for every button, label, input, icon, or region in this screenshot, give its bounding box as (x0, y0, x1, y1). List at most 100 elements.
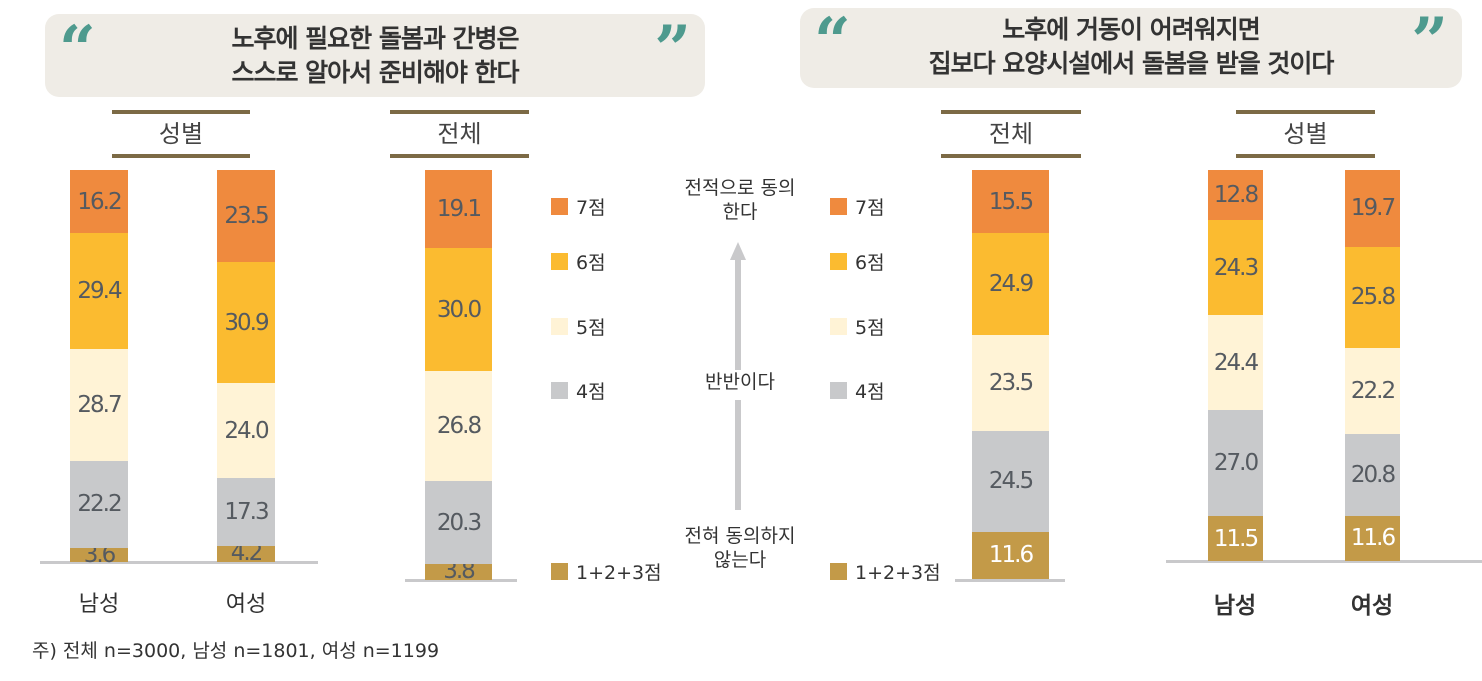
left-total-baseline (405, 579, 517, 582)
scale-top-label: 전적으로 동의한다 (684, 177, 796, 223)
bar-segment: 19.1 (425, 170, 492, 249)
legend-swatch (551, 563, 568, 580)
bar-segment: 15.5 (972, 170, 1049, 234)
category-label-female: 여성 (1350, 593, 1394, 619)
stacked-bar-1: 4.2 17.3 24.0 30.9 23.5 (217, 170, 275, 566)
close-quote-icon: ” (1411, 4, 1448, 79)
bar-segment: 22.2 (70, 460, 128, 548)
bar-segment: 11.6 (1345, 515, 1400, 561)
bar-segment: 23.5 (972, 335, 1049, 432)
legend-label: 6점 (855, 252, 885, 274)
bar-segment: 20.8 (1345, 434, 1400, 516)
stacked-bar-0: 3.6 22.2 28.7 29.4 16.2 (70, 170, 128, 568)
left-title-line2: 스스로 알아서 준비해야 한다 (231, 58, 519, 87)
data-label: 19.1 (436, 196, 482, 223)
bar-segment: 30.9 (217, 262, 275, 384)
bar-segment: 16.2 (70, 170, 128, 234)
scale-bottom-label: 전혀 동의하지 않는다 (684, 525, 796, 571)
legend-swatch (830, 382, 847, 399)
legend-item: 1+2+3점 (830, 558, 941, 585)
legend-label: 7점 (855, 197, 885, 219)
legend-item: 7점 (551, 193, 606, 220)
right-gender-header: 성별 (1236, 110, 1375, 158)
right-title-box: “ ” 노후에 거동이 어려워지면 집보다 요양시설에서 돌봄을 받을 것이다 (800, 8, 1462, 88)
data-label: 30.9 (224, 309, 269, 336)
data-label: 11.5 (1213, 525, 1259, 552)
bar-segment: 20.3 (425, 481, 492, 565)
legend-label: 4점 (576, 381, 606, 403)
left-total-header: 전체 (390, 110, 529, 158)
bar-segment: 24.0 (217, 383, 275, 478)
data-label: 24.3 (1213, 254, 1259, 281)
right-title-line1: 노후에 거동이 어려워지면 (1002, 15, 1260, 44)
data-label: 28.7 (77, 391, 122, 418)
data-label: 24.9 (988, 271, 1034, 298)
bar-segment: 17.3 (217, 477, 275, 546)
legend-label: 5점 (576, 317, 606, 339)
data-label: 11.6 (1350, 525, 1396, 552)
left-gender-header: 성별 (112, 110, 250, 158)
legend-label: 1+2+3점 (576, 562, 662, 584)
bar-segment: 3.8 (425, 558, 492, 584)
data-label: 19.7 (1350, 195, 1396, 222)
data-label: 11.6 (988, 542, 1034, 569)
legend-label: 1+2+3점 (855, 562, 941, 584)
legend-swatch (551, 318, 568, 335)
legend-item: 5점 (551, 313, 606, 340)
data-label: 27.0 (1213, 450, 1259, 477)
left-title-box: “ ” 노후에 필요한 돌봄과 간병은 스스로 알아서 준비해야 한다 (45, 14, 705, 97)
bar-segment: 24.4 (1208, 315, 1263, 411)
data-label: 17.3 (224, 498, 269, 525)
stacked-bar-1: 11.5 27.0 24.4 24.3 12.8 (1208, 170, 1263, 561)
right-total-baseline (955, 579, 1065, 582)
bar-segment: 26.8 (425, 371, 492, 482)
right-gender-baseline (1166, 560, 1482, 563)
data-label: 20.3 (436, 509, 482, 536)
bar-segment: 27.0 (1208, 410, 1263, 517)
bar-segment: 25.8 (1345, 246, 1400, 348)
legend-label: 6점 (576, 252, 606, 274)
data-label: 15.5 (988, 188, 1034, 215)
legend-swatch (830, 253, 847, 270)
bar-segment: 12.8 (1208, 170, 1263, 221)
category-label-male: 남성 (78, 592, 120, 617)
legend-item: 4점 (551, 377, 606, 404)
legend-item: 4점 (830, 377, 885, 404)
bar-segment: 22.2 (1345, 347, 1400, 435)
bar-segment: 3.6 (70, 542, 128, 568)
data-label: 29.4 (77, 278, 122, 305)
legend-item: 7점 (830, 193, 885, 220)
right-total-header: 전체 (941, 110, 1081, 158)
legend-swatch (551, 253, 568, 270)
category-label-female: 여성 (225, 592, 267, 617)
stacked-bar-0: 11.6 24.5 23.5 24.9 15.5 (972, 170, 1049, 579)
open-quote-icon: “ (814, 4, 851, 79)
bar-segment: 4.2 (217, 540, 275, 566)
stacked-bar-2: 3.8 20.3 26.8 30.0 19.1 (425, 170, 492, 584)
right-title-line2: 집보다 요양시설에서 돌봄을 받을 것이다 (928, 49, 1335, 78)
legend-label: 4점 (855, 381, 885, 403)
data-label: 16.2 (77, 188, 122, 215)
data-label: 23.5 (224, 203, 269, 230)
legend-swatch (551, 382, 568, 399)
close-quote-icon: ” (654, 12, 691, 87)
data-label: 30.0 (436, 296, 482, 323)
data-label: 23.5 (988, 370, 1034, 397)
left-gender-baseline (40, 561, 318, 564)
legend-item: 1+2+3점 (551, 558, 662, 585)
footnote: 주) 전체 n=3000, 남성 n=1801, 여성 n=1199 (32, 640, 440, 662)
data-label: 22.2 (77, 491, 122, 518)
legend-swatch (830, 563, 847, 580)
stacked-bar-2: 11.6 20.8 22.2 25.8 19.7 (1345, 170, 1400, 561)
bar-segment: 11.6 (972, 531, 1049, 579)
category-label-male: 남성 (1213, 593, 1257, 619)
bar-segment: 29.4 (70, 233, 128, 349)
legend-item: 6점 (830, 248, 885, 275)
left-title-line1: 노후에 필요한 돌봄과 간병은 (231, 24, 519, 53)
legend-swatch (830, 198, 847, 215)
bar-segment: 23.5 (217, 170, 275, 263)
bar-segment: 24.3 (1208, 220, 1263, 316)
bar-segment: 11.5 (1208, 516, 1263, 561)
legend-item: 5점 (830, 313, 885, 340)
